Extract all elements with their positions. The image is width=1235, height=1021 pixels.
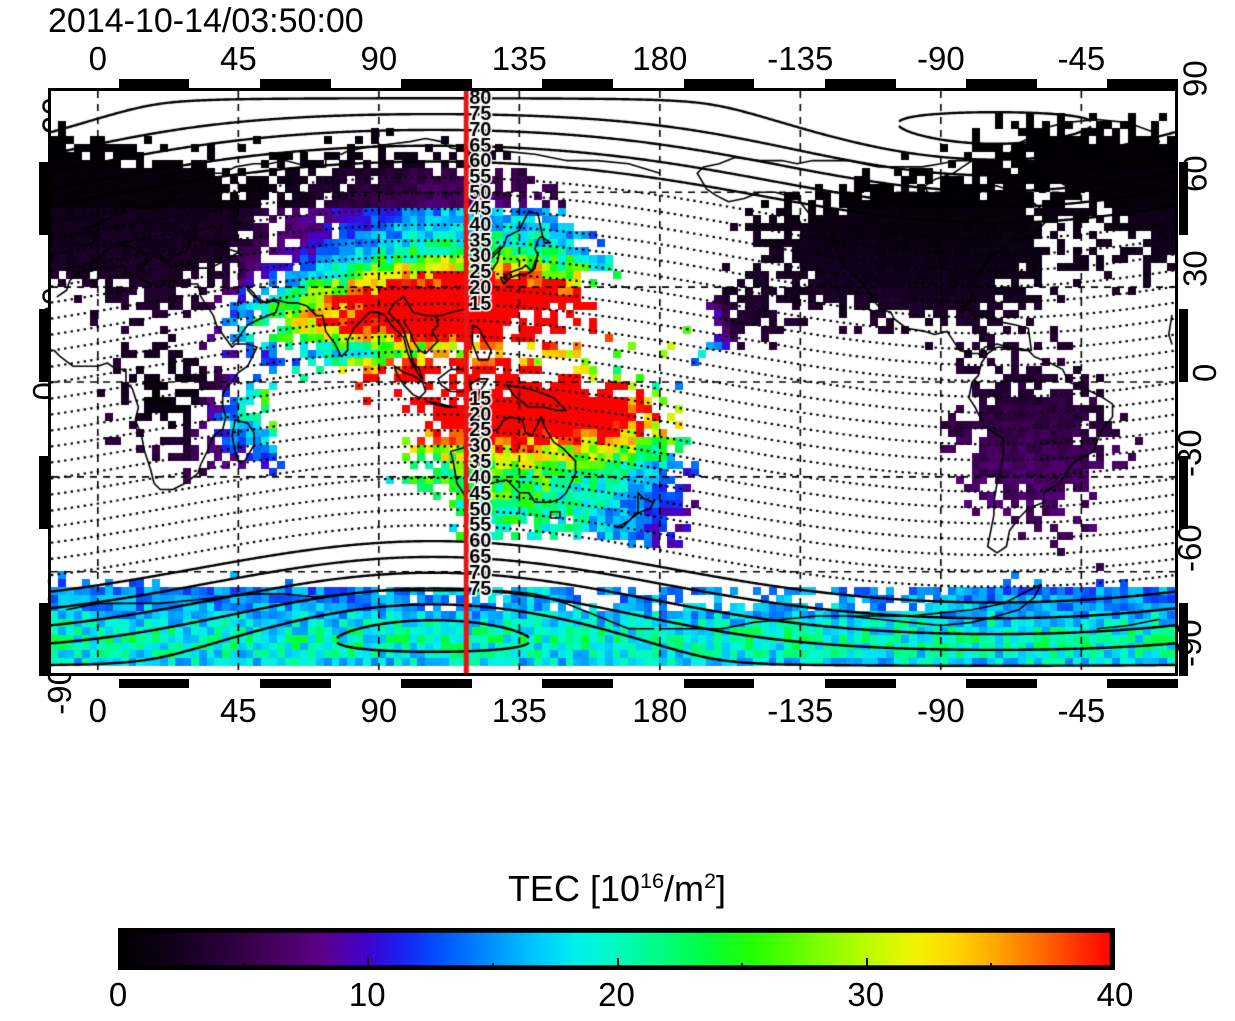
tick-segment (613, 679, 684, 688)
tick-segment (1179, 235, 1188, 309)
tick-segment (895, 79, 967, 88)
tick-segment (471, 79, 543, 88)
colorbar-tick-label: 30 (847, 976, 885, 1013)
colorbar-ticks (118, 928, 1115, 970)
tick-segment (330, 79, 402, 88)
tick-segment (1179, 161, 1188, 235)
tick-segment (1179, 88, 1188, 162)
tick-segment (48, 679, 119, 688)
tick-segment (824, 679, 896, 688)
tick-segment (542, 79, 613, 88)
longitude-tick-label: 135 (491, 692, 547, 729)
longitude-tick-label: -90 (916, 692, 965, 729)
tick-segment (966, 679, 1037, 688)
longitude-tick-label: 90 (360, 692, 398, 729)
tick-segment (189, 79, 260, 88)
tick-segment (1179, 602, 1188, 676)
tick-segment (1179, 382, 1188, 456)
tick-segment (39, 602, 48, 676)
longitude-tick-label: -135 (767, 40, 834, 77)
bottom-axis-tickbar (48, 679, 1178, 688)
tick-segment (754, 79, 825, 88)
longitude-tick-label: 45 (219, 40, 257, 77)
tick-segment (39, 88, 48, 162)
tick-segment (48, 79, 119, 88)
colorbar-minor-tick (990, 963, 993, 970)
tick-segment (39, 235, 48, 309)
longitude-axis-labels-bottom: 0 45 90 135 180 -135 -90 -45 (0, 688, 1235, 748)
tick-segment (471, 679, 543, 688)
tick-segment (1107, 79, 1178, 88)
colorbar-tick-label: 20 (598, 976, 635, 1013)
longitude-axis-labels-top: 0 45 90 135 180 -135 -90 -45 (0, 0, 1235, 88)
tick-segment (330, 679, 402, 688)
colorbar-minor-tick (741, 963, 744, 970)
tick-segment (824, 79, 896, 88)
map-plot-area[interactable] (48, 88, 1178, 676)
longitude-tick-label: 135 (491, 40, 547, 77)
tick-segment (118, 679, 190, 688)
tick-segment (39, 529, 48, 603)
tick-segment (259, 679, 331, 688)
tick-segment (1036, 679, 1108, 688)
colorbar-tick-label: 40 (1096, 976, 1134, 1013)
tick-segment (39, 455, 48, 529)
tick-segment (401, 679, 472, 688)
tick-segment (39, 161, 48, 235)
tick-segment (542, 679, 613, 688)
longitude-tick-label: -135 (767, 692, 834, 729)
colorbar-major-tick (367, 958, 370, 970)
tick-segment (1179, 455, 1188, 529)
tick-segment (189, 679, 260, 688)
colorbar-major-tick (616, 958, 619, 970)
tick-segment (1036, 79, 1108, 88)
colorbar-tick-label: 10 (348, 976, 386, 1013)
colorbar-major-tick (865, 958, 868, 970)
tick-segment (683, 679, 755, 688)
longitude-tick-label: 180 (632, 692, 688, 729)
tick-segment (895, 679, 967, 688)
tick-segment (613, 79, 684, 88)
colorbar-title: TEC [1016/m2] (507, 868, 727, 909)
colorbar-minor-tick (242, 963, 245, 970)
longitude-tick-label: 0 (88, 692, 108, 729)
tick-segment (118, 79, 190, 88)
top-axis-tickbar (48, 79, 1178, 88)
tick-segment (1179, 529, 1188, 603)
tick-segment (401, 79, 472, 88)
longitude-tick-label: 45 (219, 692, 257, 729)
colorbar-tick-label: 0 (108, 976, 128, 1013)
longitude-tick-label: 180 (632, 40, 688, 77)
longitude-tick-label: 0 (88, 40, 108, 77)
tick-segment (39, 382, 48, 456)
colorbar-minor-tick (491, 963, 494, 970)
tick-segment (754, 679, 825, 688)
longitude-tick-label: -45 (1057, 40, 1106, 77)
tick-segment (1179, 308, 1188, 382)
tec-heatmap-canvas (51, 91, 1175, 673)
longitude-tick-label: 90 (360, 40, 398, 77)
tick-segment (259, 79, 331, 88)
figure-title: 2014-10-14/03:50:00 (48, 2, 364, 40)
longitude-tick-label: -45 (1057, 692, 1106, 729)
tick-segment (966, 79, 1037, 88)
tick-segment (683, 79, 755, 88)
longitude-tick-label: -90 (916, 40, 965, 77)
tick-segment (1107, 679, 1178, 688)
tick-segment (39, 308, 48, 382)
left-axis-tickbar (39, 88, 48, 676)
right-axis-tickbar (1179, 88, 1188, 676)
